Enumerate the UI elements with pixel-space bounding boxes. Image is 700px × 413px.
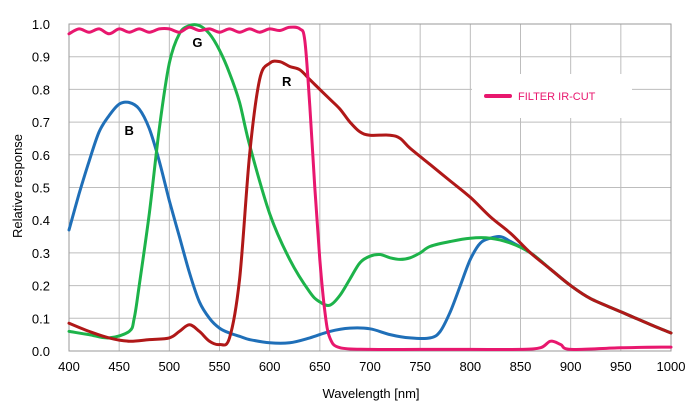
series-line-r [67, 59, 673, 347]
y-tick-label: 0.3 [32, 246, 50, 261]
curve-label-b: B [125, 123, 134, 138]
x-tick-label: 450 [108, 359, 130, 374]
legend: FILTER IR-CUT [472, 74, 632, 118]
x-tick-label: 600 [259, 359, 281, 374]
tick-labels: 400 450 500 550 600 650 700 750 800 850 900 950 1000… [32, 17, 686, 374]
curve-label-r: R [282, 74, 292, 89]
plot-frame [68, 23, 672, 352]
series-group [67, 23, 673, 351]
series-line-filter [67, 25, 673, 351]
curve-label-g: G [192, 35, 202, 50]
x-tick-label: 550 [209, 359, 231, 374]
y-tick-label: 0.7 [32, 115, 50, 130]
y-tick-label: 0.0 [32, 344, 50, 359]
y-tick-label: 0.4 [32, 213, 50, 228]
x-axis-title: Wavelength [nm] [322, 386, 419, 401]
x-tick-label: 750 [409, 359, 431, 374]
legend-label-filter: FILTER IR-CUT [518, 91, 596, 103]
x-tick-label: 400 [58, 359, 80, 374]
x-tick-label: 1000 [657, 359, 686, 374]
x-tick-label: 800 [459, 359, 481, 374]
x-tick-label: 700 [359, 359, 381, 374]
series-line-b [67, 100, 673, 345]
grid [68, 23, 672, 352]
y-tick-label: 0.9 [32, 50, 50, 65]
x-tick-label: 850 [510, 359, 532, 374]
x-tick-label: 900 [560, 359, 582, 374]
x-tick-label: 950 [610, 359, 632, 374]
y-tick-label: 0.1 [32, 311, 50, 326]
x-tick-label: 500 [158, 359, 180, 374]
y-tick-label: 0.2 [32, 279, 50, 294]
y-tick-label: 1.0 [32, 17, 50, 32]
y-tick-label: 0.8 [32, 82, 50, 97]
series-line-g [67, 23, 673, 340]
curve-labels: B G R [125, 35, 293, 138]
x-tick-label: 650 [309, 359, 331, 374]
y-tick-label: 0.5 [32, 181, 50, 196]
y-axis-title: Relative response [10, 134, 25, 238]
y-tick-label: 0.6 [32, 148, 50, 163]
